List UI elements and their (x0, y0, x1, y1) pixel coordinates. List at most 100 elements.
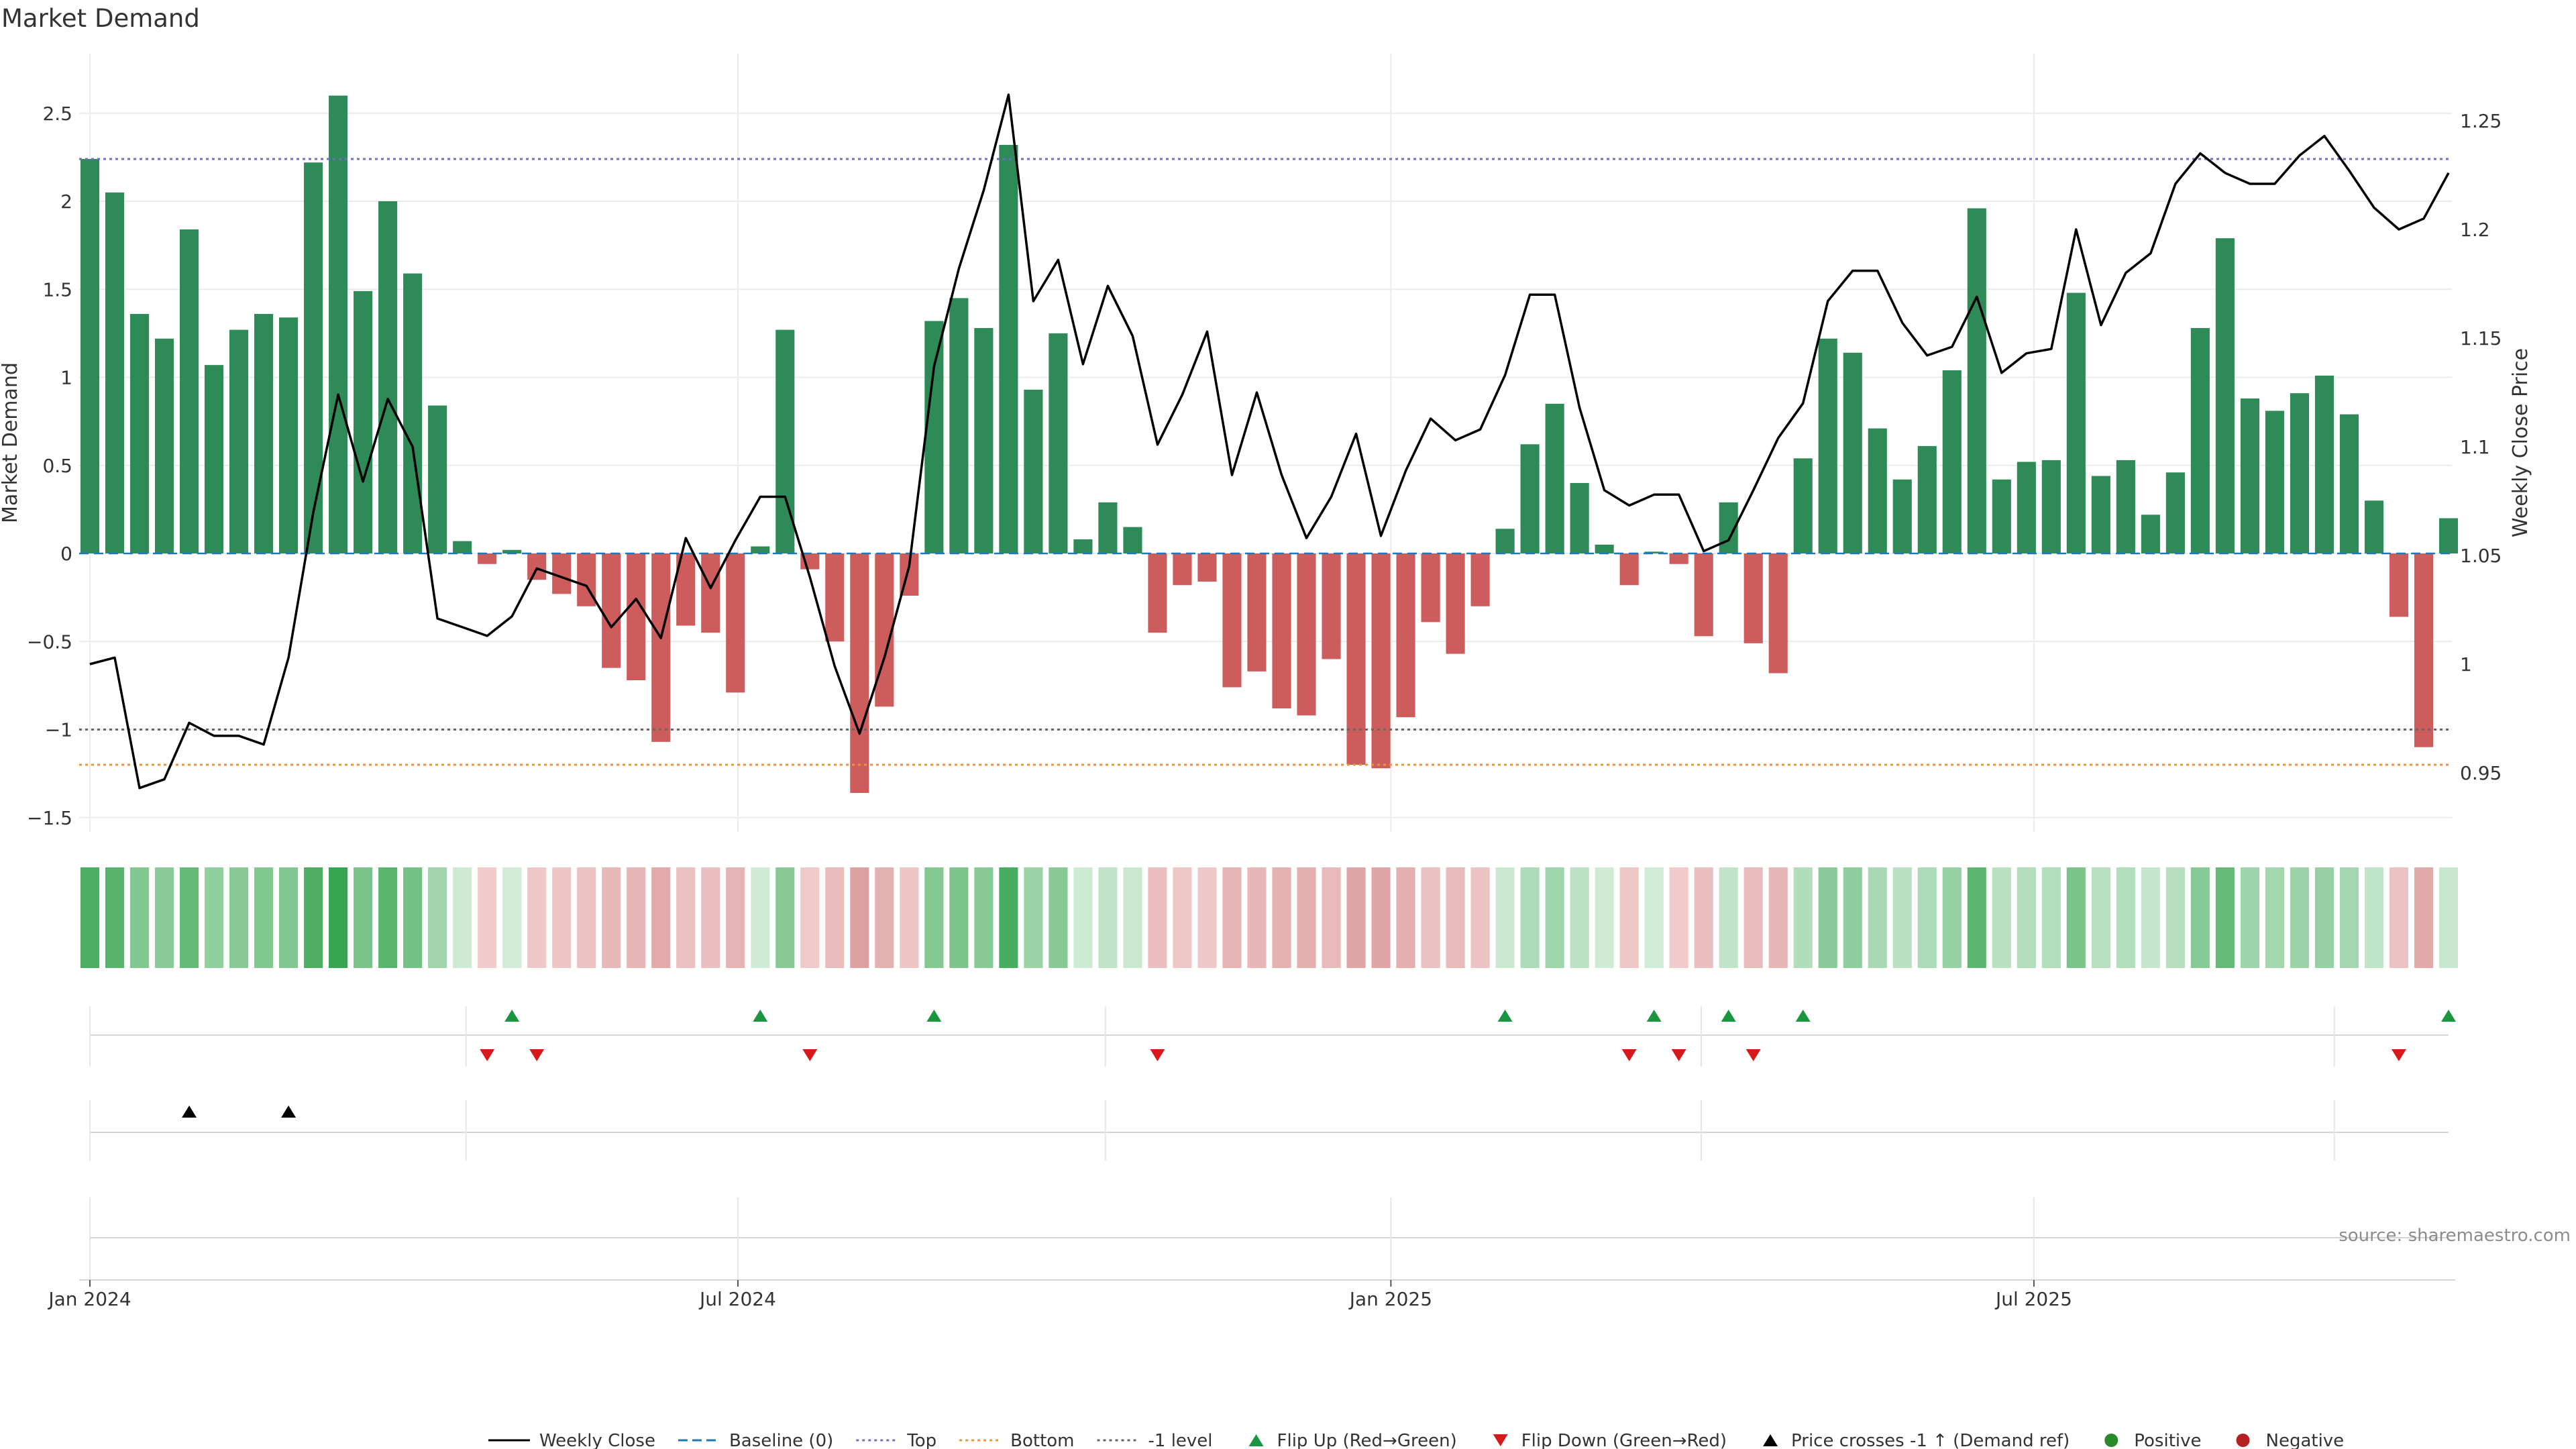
demand-bar (329, 95, 348, 553)
flip-up-marker (1795, 1010, 1811, 1022)
y2-tick-label: 1.05 (2460, 545, 2502, 567)
heat-cell (1396, 867, 1415, 968)
legend-item: Flip Up (Red→Green) (1248, 1431, 1457, 1449)
demand-bar (1595, 544, 1614, 553)
price-cross-panel (89, 1100, 2449, 1161)
heat-cell (329, 867, 348, 968)
demand-bar (1992, 479, 2011, 553)
heat-cell (2438, 867, 2459, 968)
empty-panel (79, 1197, 2455, 1281)
weekly-close-polyline (89, 93, 2450, 790)
x-tick-label: Jan 2024 (47, 1288, 131, 1310)
heat-cell (478, 867, 497, 968)
heat-cell (800, 867, 820, 968)
demand-bar (2041, 460, 2061, 553)
chart-title: Market Demand (1, 4, 200, 33)
demand-bar (1446, 553, 1465, 654)
demand-bar (1173, 553, 1192, 586)
legend-swatch-triangle-down (1493, 1434, 1508, 1446)
y-tick-label: 0.5 (42, 455, 72, 477)
demand-bar (1123, 527, 1142, 553)
legend-swatch-triangle-up (1763, 1434, 1778, 1446)
heat-cell (1719, 867, 1738, 968)
y2-axis-label: Weekly Close Price (2509, 348, 2532, 537)
demand-bar (1495, 529, 1515, 553)
legend-item: Baseline (0) (678, 1431, 833, 1449)
demand-bar (1073, 539, 1093, 553)
heat-cell (825, 867, 845, 968)
legend-label: Positive (2134, 1431, 2201, 1449)
demand-bar (478, 553, 497, 564)
heat-cell (949, 867, 969, 968)
heat-cell (651, 867, 671, 968)
demand-bar (701, 553, 720, 633)
heat-cell (627, 867, 646, 968)
demand-bar (924, 321, 944, 553)
y-tick-label: −1 (45, 719, 72, 741)
weekly-close-line (89, 93, 2450, 790)
demand-bar (1520, 444, 1540, 553)
flip-up-marker (926, 1010, 942, 1022)
demand-bar (2141, 515, 2160, 553)
legend-label: Weekly Close (539, 1431, 655, 1449)
demand-bar (974, 328, 994, 553)
demand-bar (2215, 238, 2235, 553)
heat-cell (279, 867, 299, 968)
demand-bar (949, 298, 969, 553)
demand-bar (602, 553, 621, 668)
demand-bar (1644, 551, 1664, 553)
heat-cell (1545, 867, 1564, 968)
y-tick-label: 2 (60, 191, 72, 213)
heat-cell (602, 867, 621, 968)
heat-cell (1470, 867, 1490, 968)
heat-cell (1793, 867, 1813, 968)
heat-cell (2116, 867, 2135, 968)
heat-cell (924, 867, 944, 968)
heat-cell (2314, 867, 2334, 968)
legend-label: Bottom (1010, 1431, 1074, 1449)
heat-cell (229, 867, 249, 968)
heat-cell (1570, 867, 1589, 968)
legend-swatch-triangle-up (1248, 1434, 1264, 1446)
heat-cell (1892, 867, 1912, 968)
heat-cell (2091, 867, 2110, 968)
demand-bar (254, 314, 274, 553)
heat-cell (701, 867, 720, 968)
demand-bar (751, 546, 770, 553)
heat-cell (775, 867, 795, 968)
legend-item: Weekly Close (488, 1431, 655, 1449)
x-tick-label: Jul 2024 (698, 1288, 776, 1310)
flip-up-marker (2441, 1010, 2456, 1022)
x-tick-label: Jul 2025 (1994, 1288, 2072, 1310)
flip-event-panel (89, 1006, 2456, 1067)
heat-cell (1644, 867, 1664, 968)
y-tick-label: 2.5 (42, 103, 72, 125)
y-tick-label: −0.5 (27, 631, 72, 653)
legend-label: Baseline (0) (729, 1431, 833, 1449)
heat-cell (751, 867, 770, 968)
left-axis-ticks: −1.5 −1 −0.5 0 0.5 1 1.5 2 2.5 (27, 103, 72, 829)
heat-cell (552, 867, 572, 968)
heat-cell (105, 867, 125, 968)
y-tick-label: 1.5 (42, 278, 72, 301)
demand-bar (2438, 518, 2459, 553)
y2-tick-label: 1.15 (2460, 327, 2502, 350)
source-credit: source: sharemaestro.com (2339, 1226, 2571, 1246)
demand-bar (1967, 208, 1986, 553)
x-axis-ticks: Jan 2024 Jul 2024 Jan 2025 Jul 2025 (47, 1280, 2072, 1310)
heat-cell (726, 867, 745, 968)
legend-label: Flip Up (Red→Green) (1277, 1431, 1457, 1449)
heat-cell (1942, 867, 1962, 968)
legend-item: -1 level (1097, 1431, 1213, 1449)
demand-bar (1098, 502, 1118, 553)
demand-bar (2389, 553, 2409, 617)
heat-cell (129, 867, 150, 968)
heat-cell (2017, 867, 2036, 968)
demand-bar (2290, 393, 2310, 553)
demand-bar (850, 553, 869, 793)
demand-bar (204, 365, 224, 553)
heat-cell (2414, 867, 2434, 968)
heat-cell (1694, 867, 1713, 968)
demand-bar (1694, 553, 1713, 637)
demand-bar (726, 553, 745, 693)
